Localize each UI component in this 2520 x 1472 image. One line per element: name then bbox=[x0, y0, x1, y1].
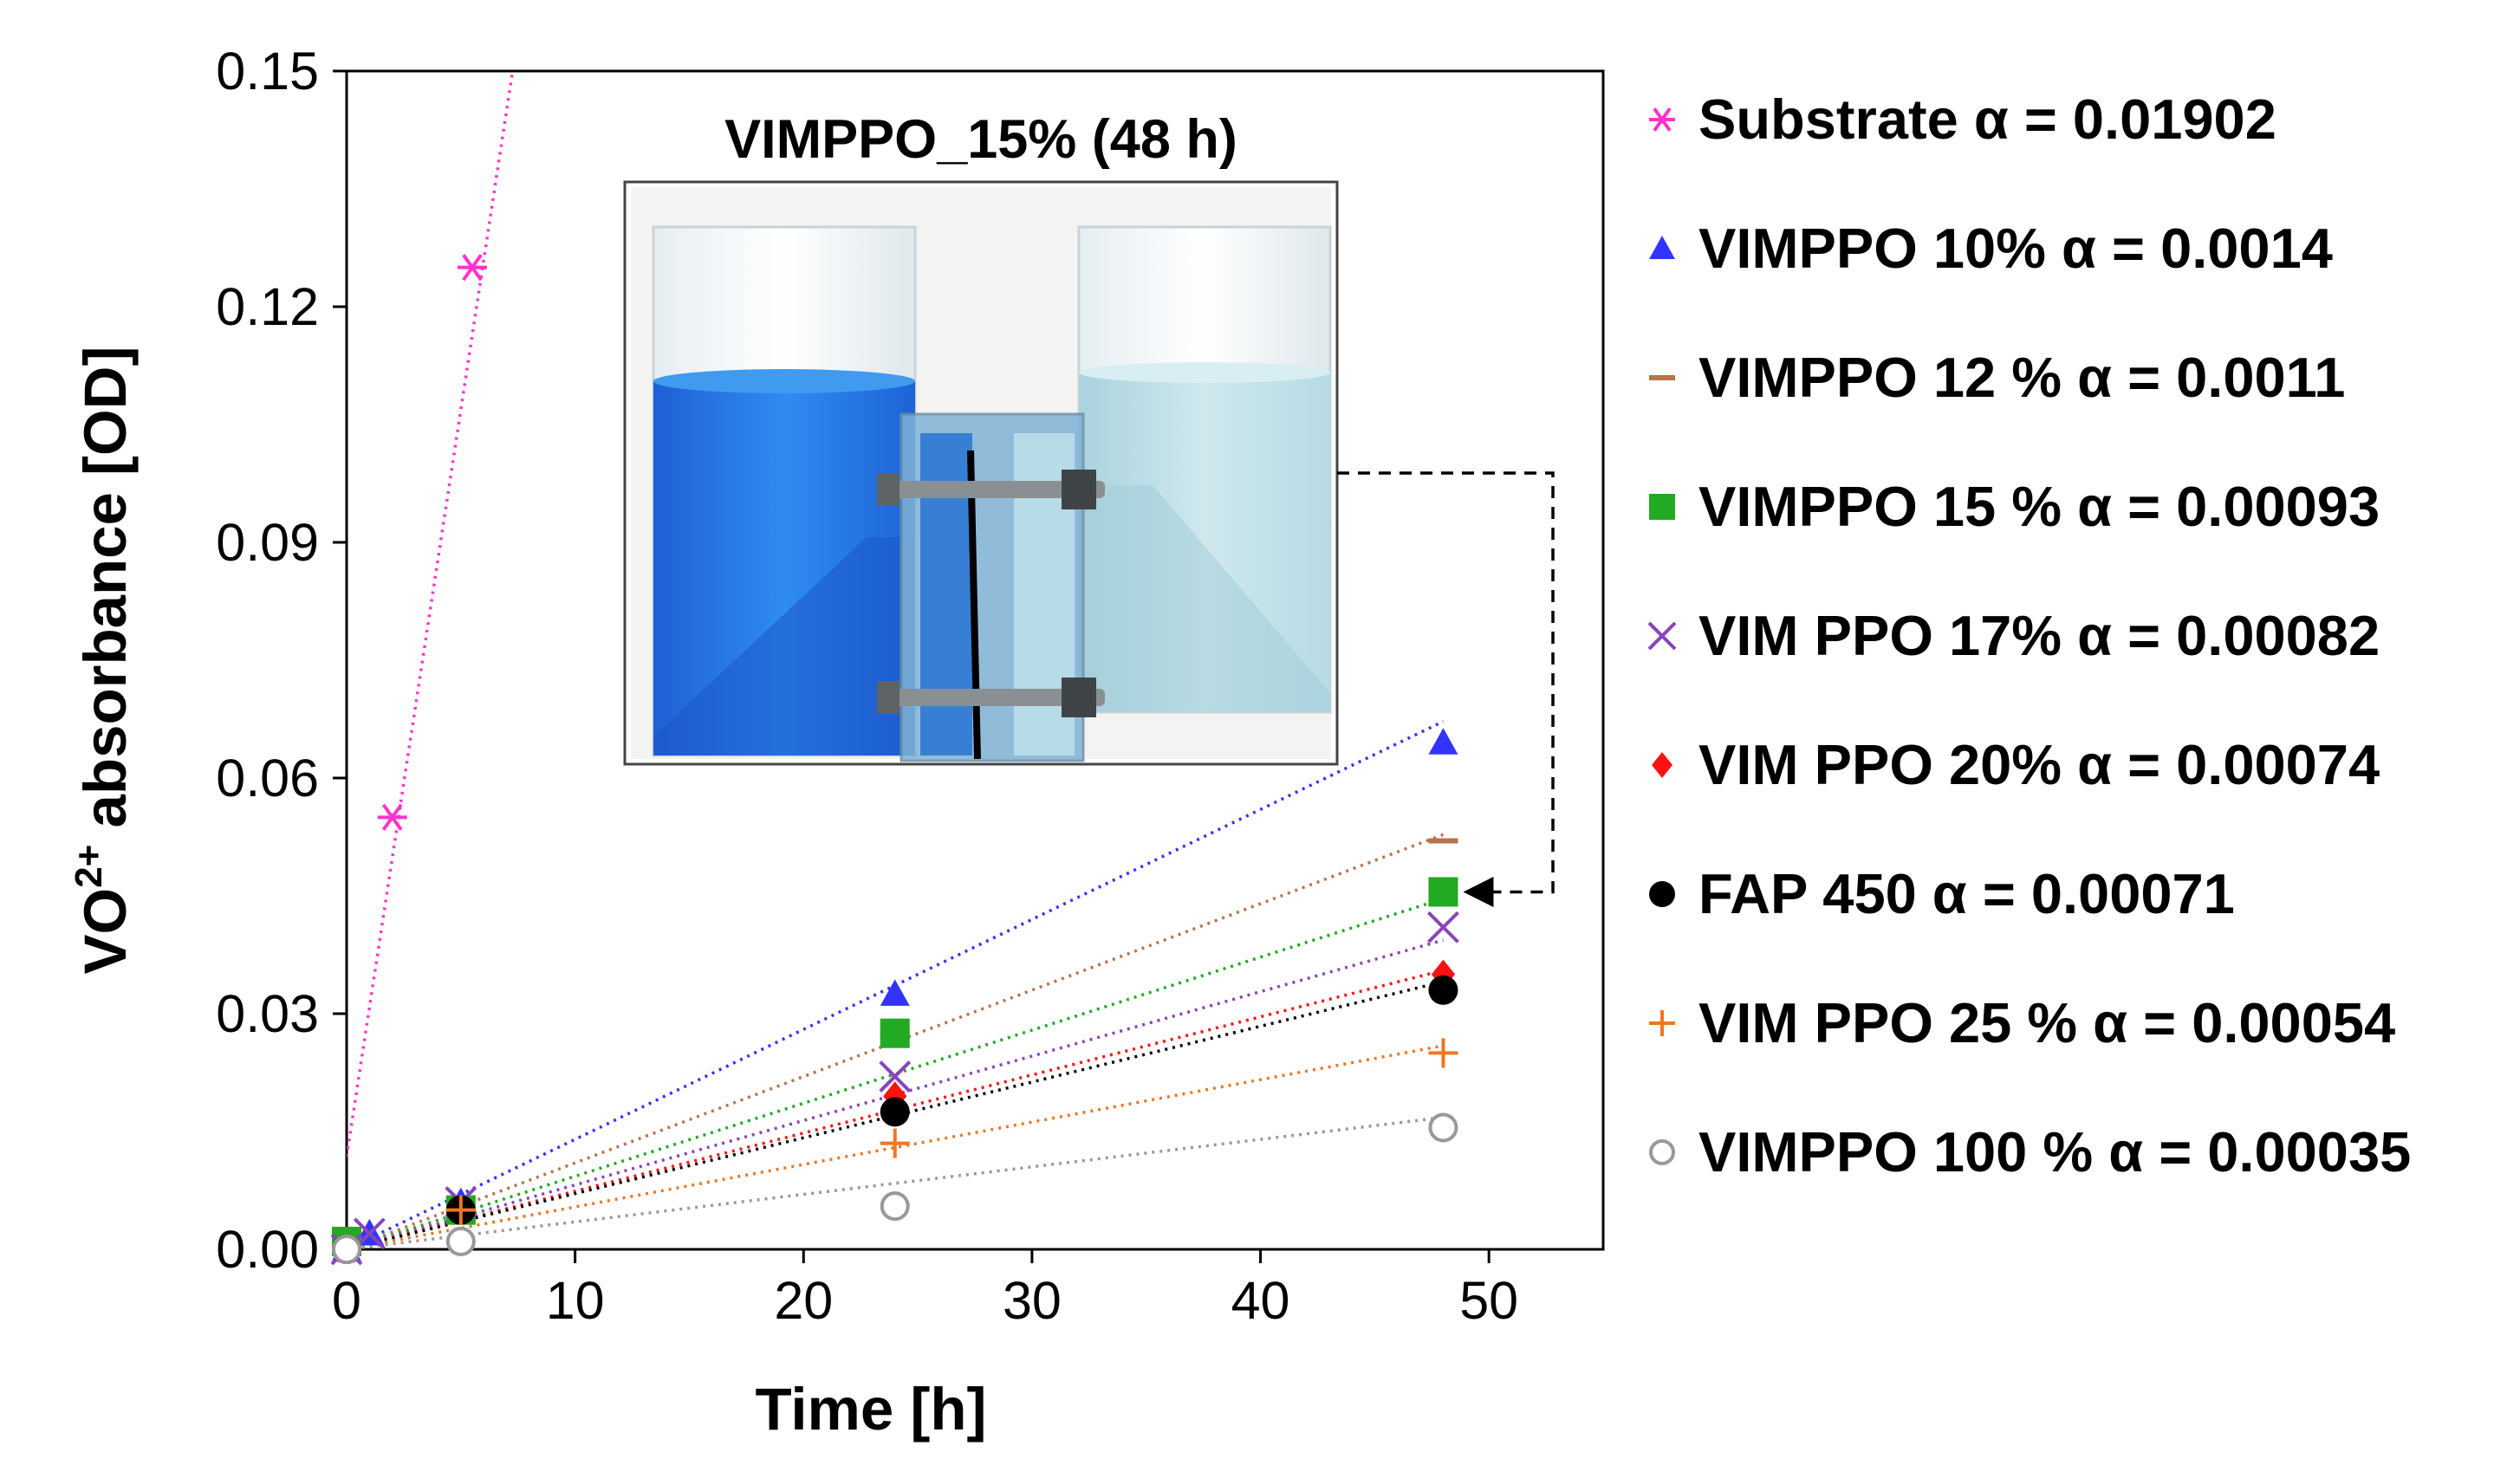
x-tick-label: 30 bbox=[1003, 1271, 1062, 1330]
legend-entry: VIMPPO 10% α = 0.0014 bbox=[1698, 217, 2333, 280]
legend-entry: VIMPPO 12 % α = 0.0011 bbox=[1698, 346, 2345, 409]
membrane-line bbox=[967, 450, 981, 760]
data-point bbox=[880, 1018, 910, 1048]
plot-frame bbox=[345, 69, 1605, 1251]
legend-marker bbox=[1649, 107, 1675, 132]
y-tick-label: 0.06 bbox=[216, 749, 319, 807]
data-markers bbox=[330, 254, 1459, 1266]
data-point bbox=[445, 1195, 476, 1225]
x-tick-label: 10 bbox=[546, 1271, 605, 1330]
legend-marker bbox=[1649, 1139, 1675, 1165]
data-point bbox=[879, 1060, 912, 1093]
legend-marker bbox=[1649, 1010, 1675, 1036]
y-tick-label: 0.09 bbox=[216, 513, 319, 572]
data-point bbox=[880, 1097, 910, 1127]
legend-entry: VIM PPO 17% α = 0.00082 bbox=[1698, 604, 2380, 667]
legend-marker bbox=[1652, 752, 1672, 778]
data-point bbox=[445, 1226, 476, 1256]
inset-arrow bbox=[1337, 471, 1555, 907]
fit-line bbox=[347, 1115, 1444, 1249]
fit-line bbox=[347, 71, 515, 1157]
fit-line bbox=[347, 1044, 1444, 1249]
bolt-top bbox=[877, 470, 1105, 509]
legend: Substrate α = 0.01902 VIMPPO 10% α = 0.00… bbox=[1647, 88, 2411, 1183]
legend-marker bbox=[1649, 236, 1675, 259]
data-point bbox=[880, 979, 910, 1006]
x-tick-label: 20 bbox=[774, 1271, 833, 1330]
data-point bbox=[880, 1191, 910, 1222]
y-tick-label: 0.15 bbox=[216, 42, 319, 101]
y-tick-label: 0.00 bbox=[216, 1220, 319, 1279]
legend-marker bbox=[1649, 494, 1675, 520]
data-point bbox=[458, 254, 487, 282]
data-point bbox=[1428, 1038, 1458, 1068]
x-tick-label: 50 bbox=[1459, 1271, 1518, 1330]
data-point bbox=[1427, 911, 1459, 944]
legend-entry: VIMPPO 100 % α = 0.00035 bbox=[1698, 1120, 2411, 1183]
legend-entry: VIM PPO 25 % α = 0.00054 bbox=[1698, 991, 2395, 1054]
axes: 0.00 0.03 0.06 0.09 0.12 0.15 0 10 20 30 40 50 bbox=[216, 42, 1518, 1330]
y-tick-label: 0.12 bbox=[216, 277, 319, 336]
data-point bbox=[1428, 975, 1458, 1005]
x-tick-label: 40 bbox=[1231, 1271, 1290, 1330]
data-point bbox=[1428, 877, 1458, 907]
bolt-bottom bbox=[877, 678, 1105, 717]
inset-title: VIMPPO_15% (48 h) bbox=[724, 109, 1237, 170]
y-axis-title: VO2+ absorbance [OD] bbox=[68, 347, 139, 975]
fit-line bbox=[347, 980, 1444, 1249]
data-point bbox=[1428, 1112, 1458, 1143]
legend-marker bbox=[1647, 621, 1677, 651]
y-tick-label: 0.03 bbox=[216, 984, 319, 1043]
data-point bbox=[1428, 728, 1458, 755]
legend-entry: Substrate α = 0.01902 bbox=[1698, 88, 2276, 151]
inset-photo bbox=[623, 180, 1339, 766]
data-point bbox=[377, 803, 407, 831]
legend-entry: VIM PPO 20% α = 0.00074 bbox=[1698, 733, 2380, 796]
x-tick-label: 0 bbox=[332, 1271, 361, 1330]
legend-entry: FAP 450 α = 0.00071 bbox=[1698, 862, 2235, 925]
x-axis-title: Time [h] bbox=[755, 1376, 986, 1443]
legend-entry: VIMPPO 15 % α = 0.00093 bbox=[1698, 475, 2380, 538]
fit-line bbox=[347, 969, 1444, 1249]
data-point bbox=[880, 1128, 910, 1158]
fit-line bbox=[347, 897, 1444, 1249]
data-point bbox=[332, 1235, 361, 1264]
legend-marker bbox=[1649, 881, 1675, 907]
